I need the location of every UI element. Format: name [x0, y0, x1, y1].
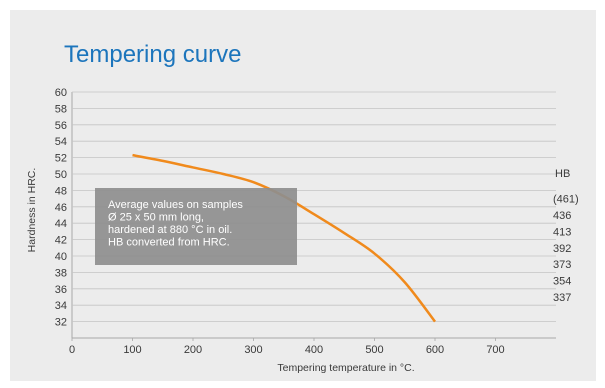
x-tick-label: 600 — [426, 344, 444, 356]
annotation-line: Ø 25 x 50 mm long, — [108, 212, 204, 224]
hb-axis-label: 392 — [553, 243, 571, 255]
tempering-chart: Tempering curve 32 34 36 38 40 42 44 46 48 50 52 54… — [26, 41, 579, 374]
hb-axis-label: 354 — [553, 276, 571, 288]
y-tick-label: 56 — [55, 120, 67, 132]
x-tick-label: 300 — [244, 344, 262, 356]
x-tick-label: 700 — [486, 344, 504, 356]
x-tick-label: 0 — [69, 344, 75, 356]
y-tick-label: 38 — [55, 267, 67, 279]
y-tick-label: 36 — [55, 284, 67, 296]
x-axis-ticks: 0 100 200 300 400 500 600 700 — [69, 338, 505, 356]
annotation-line: hardened at 880 °C in oil. — [108, 224, 232, 236]
annotation-background — [95, 188, 297, 265]
y-tick-label: 58 — [55, 103, 67, 115]
chart-title: Tempering curve — [64, 41, 241, 68]
hb-axis-label: 436 — [553, 210, 571, 222]
y-axis-ticks: 32 34 36 38 40 42 44 46 48 50 52 54 56 58 60 — [55, 87, 67, 329]
y-tick-label: 44 — [55, 218, 67, 230]
annotation-line: Average values on samples — [108, 199, 243, 211]
hb-axis-label: 413 — [553, 226, 571, 238]
x-tick-label: 500 — [365, 344, 383, 356]
chart-panel: Tempering curve 32 34 36 38 40 42 44 46 48 50 52 54… — [10, 10, 596, 381]
y-tick-label: 48 — [55, 185, 67, 197]
y-tick-label: 60 — [55, 87, 67, 99]
x-tick-label: 100 — [123, 344, 141, 356]
y-tick-label: 32 — [55, 317, 67, 329]
x-tick-label: 400 — [305, 344, 323, 356]
hb-secondary-axis: HB (461) 436 413 392 373 354 337 — [553, 168, 579, 304]
y-tick-label: 46 — [55, 202, 67, 214]
annotation-line: HB converted from HRC. — [108, 237, 230, 249]
hb-axis-label: (461) — [553, 194, 579, 206]
y-tick-label: 50 — [55, 169, 67, 181]
y-tick-label: 34 — [55, 300, 67, 312]
hb-axis-header: HB — [555, 168, 570, 180]
x-tick-label: 200 — [184, 344, 202, 356]
hb-axis-label: 373 — [553, 259, 571, 271]
y-tick-label: 42 — [55, 235, 67, 247]
x-axis-label: Tempering temperature in °C. — [277, 362, 414, 374]
hb-axis-label: 337 — [553, 292, 571, 304]
y-axis-label: Hardness in HRC. — [26, 168, 38, 253]
y-tick-label: 54 — [55, 136, 67, 148]
y-tick-label: 52 — [55, 153, 67, 165]
y-tick-label: 40 — [55, 251, 67, 263]
